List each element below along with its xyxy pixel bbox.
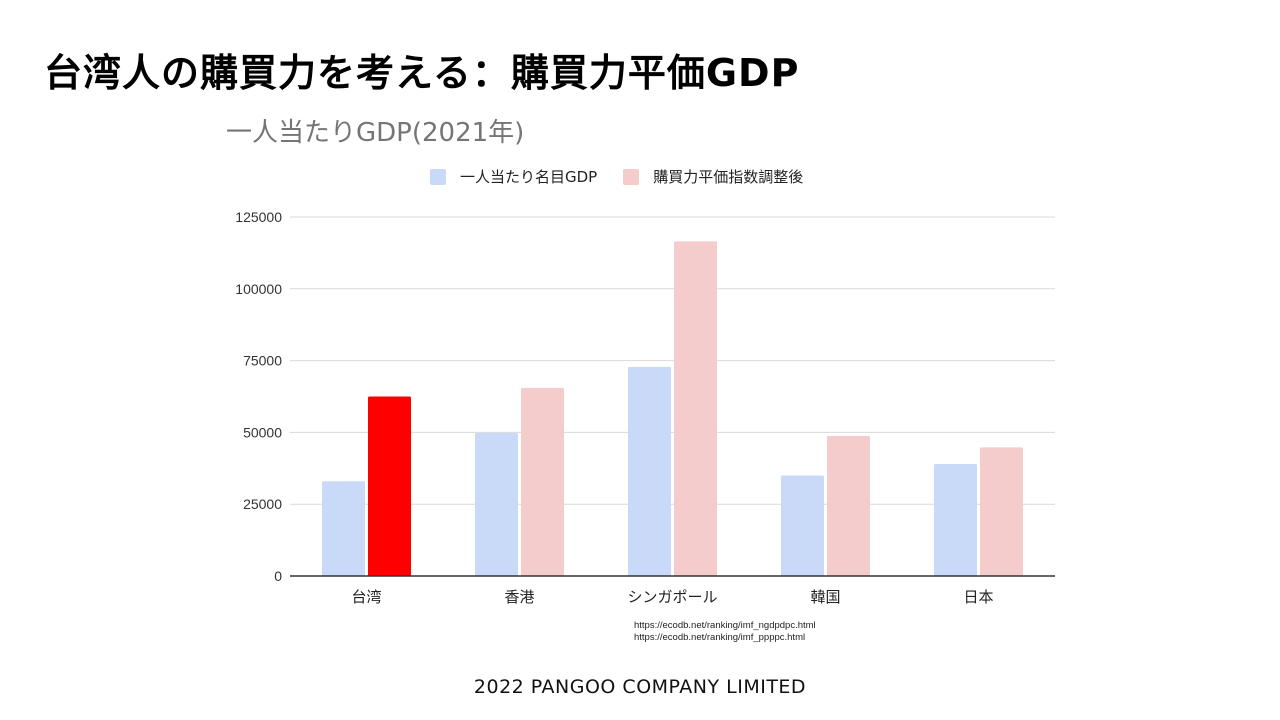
x-tick-label: 台湾	[351, 588, 381, 606]
y-tick-label: 0	[274, 568, 282, 584]
legend-swatch-ppp	[623, 168, 640, 185]
bar-ppp-3	[827, 435, 870, 576]
legend-swatch-nominal	[430, 168, 446, 185]
legend-label-nominal: 一人当たり名目GDP	[460, 168, 598, 186]
x-tick-label: 韓国	[810, 588, 840, 606]
y-tick-label: 25000	[243, 496, 282, 512]
x-tick-label: シンガポール	[627, 588, 717, 606]
footer-copyright: 2022 PANGOO COMPANY LIMITED	[473, 676, 807, 698]
x-tick-label: 日本	[963, 588, 993, 606]
bar-nominal-0	[322, 481, 365, 576]
bar-nominal-3	[781, 475, 824, 576]
bar-ppp-0	[368, 396, 411, 576]
source-link-ppp[interactable]: https://ecodb.net/ranking/imf_ppppc.html	[634, 632, 806, 643]
chart-title: 一人当たりGDP(2021年)	[226, 118, 525, 148]
bar-nominal-1	[475, 432, 518, 576]
y-tick-label: 125000	[235, 209, 282, 225]
x-tick-label: 香港	[504, 588, 534, 606]
bar-nominal-2	[628, 366, 671, 576]
bar-ppp-4	[980, 447, 1023, 576]
y-tick-label: 100000	[235, 281, 282, 297]
legend-item-nominal: 一人当たり名目GDP	[430, 166, 597, 187]
slide-title: 台湾人の購買力を考える：購買力平価GDP	[44, 51, 800, 95]
legend-item-ppp: 購買力平価指数調整後	[623, 166, 803, 187]
bar-ppp-1	[521, 387, 564, 576]
sources: https://ecodb.net/ranking/imf_ngdpdpc.ht…	[634, 620, 816, 644]
chart-legend: 一人当たり名目GDP 購買力平価指数調整後	[430, 166, 829, 187]
legend-label-ppp: 購買力平価指数調整後	[653, 168, 804, 186]
y-tick-label: 75000	[243, 353, 282, 369]
bar-nominal-4	[934, 463, 977, 576]
source-link-nominal[interactable]: https://ecodb.net/ranking/imf_ngdpdpc.ht…	[634, 620, 816, 631]
y-tick-label: 50000	[243, 424, 282, 440]
bar-ppp-2	[674, 241, 717, 577]
